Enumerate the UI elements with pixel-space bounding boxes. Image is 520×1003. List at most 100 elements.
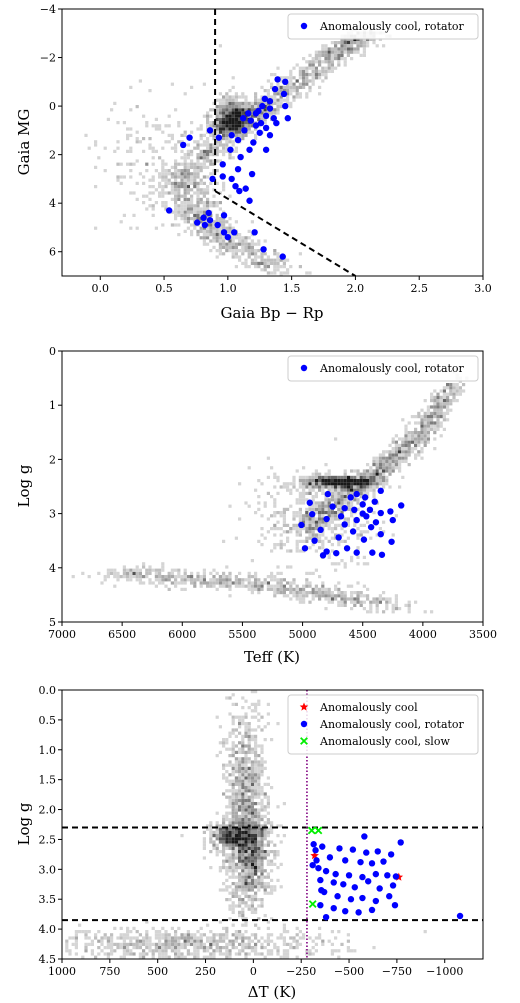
- deltat-density-cell: [247, 939, 251, 943]
- cmd-density-cell: [241, 249, 245, 253]
- deltat-density-cell: [193, 952, 197, 956]
- cmd-density-cell: [180, 204, 184, 208]
- kiel-density-cell: [398, 453, 402, 457]
- deltat-density-cell: [238, 805, 242, 809]
- deltat-density-cell: [266, 798, 270, 802]
- cmd-density-cell: [94, 165, 98, 169]
- kiel-density-cell: [321, 520, 325, 524]
- kiel-density-cell: [394, 466, 398, 470]
- cmd-density-cell: [298, 82, 302, 86]
- kiel-density-cell: [388, 485, 392, 489]
- cmd-density-cell: [177, 172, 181, 176]
- cmd-density-cell: [177, 207, 181, 211]
- kiel-density-cell: [388, 450, 392, 454]
- deltat-density-cell: [257, 725, 261, 729]
- kiel-density-cell: [279, 514, 283, 518]
- deltat-density-cell: [222, 766, 226, 770]
- kiel-density-cell: [343, 475, 347, 479]
- kiel-density-cell: [286, 594, 290, 598]
- kiel-density-cell: [276, 591, 280, 595]
- deltat-density-cell: [250, 760, 254, 764]
- kiel-density-cell: [305, 523, 309, 527]
- deltat-density-cell: [231, 792, 235, 796]
- cmd-density-cell: [282, 89, 286, 93]
- kiel-density-cell: [404, 459, 408, 463]
- deltat-density-cell: [228, 898, 232, 902]
- deltat-density-cell: [225, 885, 229, 889]
- kiel-density-cell: [170, 581, 174, 585]
- kiel-density-cell: [340, 479, 344, 483]
- deltat-density-cell: [183, 936, 187, 940]
- kiel-density-cell: [350, 594, 354, 598]
- kiel-density-cell: [282, 507, 286, 511]
- deltat-density-cell: [228, 734, 232, 738]
- kiel-density-cell: [407, 440, 411, 444]
- cmd-density-cell: [234, 220, 238, 224]
- kiel-density-cell: [129, 575, 133, 579]
- cmd-density-cell: [94, 226, 98, 230]
- kiel-density-cell: [276, 520, 280, 524]
- kiel-density-cell: [289, 597, 293, 601]
- deltat-density-cell: [225, 779, 229, 783]
- deltat-density-cell: [244, 725, 248, 729]
- kiel-density-cell: [298, 549, 302, 553]
- kiel-density-cell: [423, 427, 427, 431]
- cmd-data-point: [273, 119, 280, 127]
- kiel-density-cell: [330, 517, 334, 521]
- deltat-density-cell: [225, 818, 229, 822]
- deltat-density-cell: [254, 872, 258, 876]
- kiel-density-cell: [404, 456, 408, 460]
- cmd-density-cell: [311, 73, 315, 77]
- kiel-density-cell: [298, 507, 302, 511]
- kiel-density-cell: [138, 578, 142, 582]
- cmd-density-cell: [209, 108, 213, 112]
- deltat-density-cell: [231, 837, 235, 841]
- kiel-data-point: [377, 530, 384, 538]
- deltat-density-cell: [231, 946, 235, 950]
- deltat-density-cell: [218, 850, 222, 854]
- cmd-data-point: [260, 246, 267, 253]
- kiel-density-cell: [324, 482, 328, 486]
- cmd-density-cell: [215, 239, 219, 243]
- deltat-density-cell: [231, 888, 235, 892]
- kiel-density-cell: [193, 584, 197, 588]
- kiel-density-cell: [394, 447, 398, 451]
- deltat-density-cell: [247, 760, 251, 764]
- cmd-density-cell: [145, 162, 149, 166]
- kiel-density-cell: [442, 405, 446, 409]
- kiel-density-cell: [308, 581, 312, 585]
- kiel-density-cell: [212, 575, 216, 579]
- deltat-density-cell: [225, 763, 229, 767]
- deltat-y-tick-label: 3.0: [39, 863, 57, 876]
- deltat-data-point: [336, 845, 343, 852]
- cmd-density-cell: [225, 226, 229, 230]
- cmd-density-cell: [158, 156, 162, 160]
- kiel-density-cell: [174, 581, 178, 585]
- kiel-density-cell: [289, 504, 293, 508]
- deltat-density-cell: [263, 875, 267, 879]
- kiel-density-cell: [218, 575, 222, 579]
- kiel-density-cell: [276, 587, 280, 591]
- kiel-density-cell: [407, 437, 411, 441]
- deltat-density-cell: [241, 946, 245, 950]
- deltat-density-cell: [292, 936, 296, 940]
- deltat-density-cell: [244, 722, 248, 726]
- kiel-density-cell: [238, 482, 242, 486]
- deltat-density-cell: [151, 942, 155, 946]
- deltat-density-cell: [238, 808, 242, 812]
- cmd-x-axis-label: Gaia Bp − Rp: [220, 304, 323, 322]
- kiel-density-cell: [202, 578, 206, 582]
- kiel-density-cell: [353, 498, 357, 502]
- kiel-density-cell: [286, 539, 290, 543]
- deltat-density-cell: [225, 949, 229, 953]
- deltat-density-cell: [254, 923, 258, 927]
- kiel-density-cell: [327, 597, 331, 601]
- kiel-density-cell: [247, 466, 251, 470]
- deltat-density-cell: [247, 894, 251, 898]
- kiel-density-cell: [462, 383, 466, 387]
- deltat-density-cell: [202, 846, 206, 850]
- deltat-density-cell: [222, 744, 226, 748]
- kiel-density-cell: [353, 603, 357, 607]
- cmd-density-cell: [318, 57, 322, 61]
